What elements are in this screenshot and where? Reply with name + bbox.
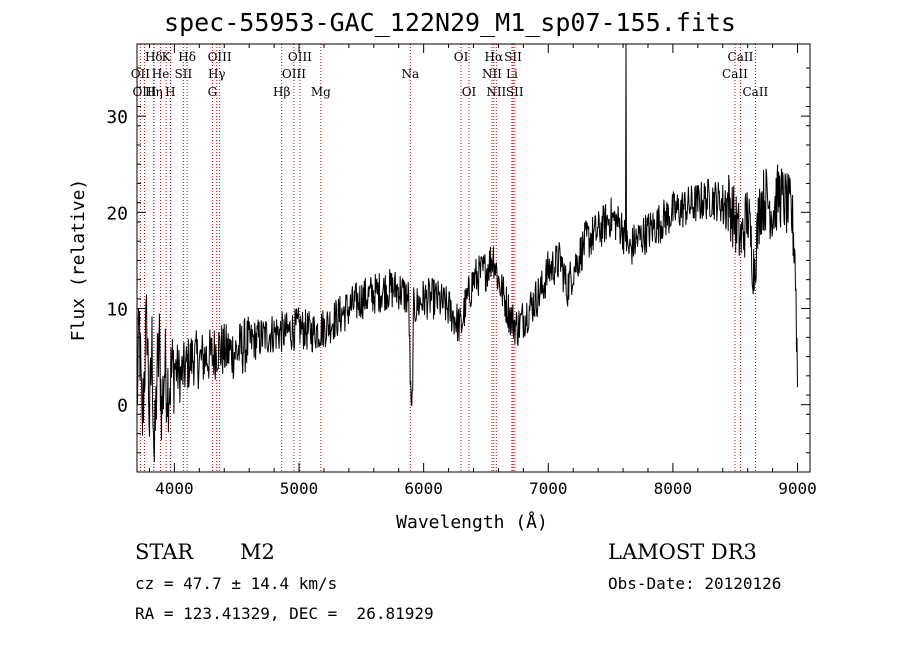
x-tick-label: 4000	[155, 479, 194, 498]
line-label: Na	[401, 67, 419, 81]
x-tick-label: 7000	[529, 479, 568, 498]
chart-title: spec-55953-GAC_122N29_M1_sp07-155.fits	[164, 8, 736, 37]
redshift-velocity: cz = 47.7 ± 14.4 km/s	[135, 574, 338, 593]
y-tick-label: 30	[106, 107, 128, 128]
observation-date: Obs-Date: 20120126	[608, 574, 782, 593]
x-tick-label: 5000	[280, 479, 319, 498]
plot-frame	[136, 43, 811, 473]
line-label: SII	[504, 50, 522, 64]
line-label: OI	[454, 50, 469, 64]
x-axis-label: Wavelength (Å)	[396, 511, 548, 533]
line-label: H	[165, 85, 175, 99]
line-label: Mg	[311, 85, 331, 99]
spectral-line-markers	[139, 44, 756, 472]
y-axis-label: Flux (relative)	[68, 179, 89, 342]
object-subclass: M2	[240, 540, 275, 564]
spectrum-series	[136, 43, 798, 462]
line-label: OIII	[132, 85, 156, 99]
line-label: OIII	[288, 50, 312, 64]
line-label: Hδ	[178, 50, 196, 64]
line-label: NII	[486, 85, 506, 99]
x-tick-label: 8000	[654, 479, 693, 498]
y-tick-label: 0	[117, 396, 128, 417]
line-label: Hγ	[208, 67, 226, 81]
line-label: SII	[506, 85, 524, 99]
line-label: Hα	[485, 50, 504, 64]
line-label: He	[152, 67, 170, 81]
line-label: Li	[506, 67, 518, 81]
line-label: OIII	[282, 67, 306, 81]
object-class: STAR	[135, 540, 194, 564]
survey-name: LAMOST DR3	[608, 540, 757, 564]
line-label: CaII	[728, 50, 754, 64]
line-label: CaII	[742, 85, 768, 99]
coordinates: RA = 123.41329, DEC = 26.81929	[135, 604, 434, 623]
line-label: Hβ	[273, 85, 290, 99]
line-label: CaII	[722, 67, 748, 81]
line-label: OIII	[208, 50, 232, 64]
line-label: Hη	[145, 85, 163, 99]
line-label: OI	[462, 85, 477, 99]
y-tick-label: 20	[106, 203, 128, 224]
y-tick-label: 10	[106, 299, 128, 320]
line-label: Hδ	[145, 50, 163, 64]
line-label: G	[208, 85, 218, 99]
axis-ticks: 4000 5000 6000 7000 8000 9000 0 10 20 30	[106, 44, 817, 498]
line-label: NII	[482, 67, 502, 81]
x-tick-label: 9000	[778, 479, 817, 498]
line-label: OII	[131, 67, 151, 81]
x-tick-label: 6000	[404, 479, 443, 498]
line-label: SII	[175, 67, 193, 81]
line-label: K	[162, 50, 172, 64]
